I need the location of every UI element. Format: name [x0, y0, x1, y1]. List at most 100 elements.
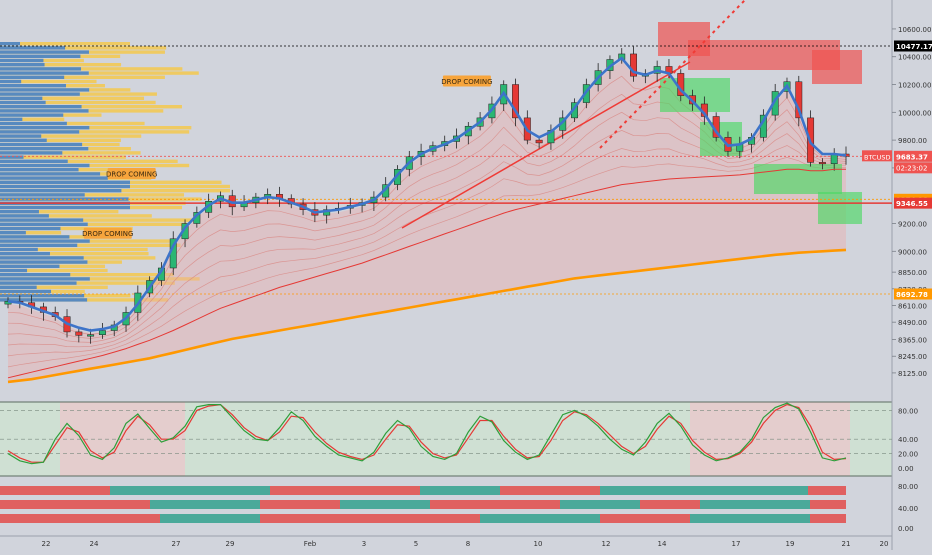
volume-profile-bar [0, 54, 81, 58]
candle-body [75, 331, 83, 336]
volume-profile-bar [0, 138, 47, 142]
signal-strip [700, 500, 810, 509]
volume-profile-bar [0, 268, 108, 273]
signal-strip [0, 500, 150, 509]
volume-profile-bar [0, 226, 61, 231]
signal-strip [600, 514, 690, 523]
y-tick-label: 8490.00 [898, 319, 927, 327]
volume-profile-bar [0, 214, 49, 218]
y-tick-label: 10400.00 [898, 54, 931, 62]
volume-profile-bar [0, 184, 130, 189]
signal-strip [260, 514, 360, 523]
signal-strip [700, 486, 780, 495]
volume-profile-bar [0, 105, 82, 109]
signal-strip [808, 486, 846, 495]
volume-profile-bar [0, 151, 63, 155]
volume-profile-bar [0, 285, 108, 289]
x-tick-label: 12 [602, 540, 611, 548]
annotation-label-bg [442, 75, 491, 87]
volume-profile-bar [0, 117, 65, 121]
candle-body [795, 81, 803, 119]
volume-profile-bar [0, 109, 89, 113]
candle-body [630, 53, 637, 77]
volume-profile-bar [0, 218, 194, 222]
ribbon-line [7, 157, 847, 368]
bars-tick-label: 80.00 [898, 483, 918, 491]
volume-profile-bar [0, 189, 122, 193]
volume-profile-bar [0, 264, 60, 268]
volume-profile-bar [0, 252, 149, 256]
ma-line-ema [7, 56, 847, 332]
stoch-tick-label: 40.00 [898, 436, 918, 444]
volume-profile-bar [0, 268, 28, 273]
stoch-tick-label: 80.00 [898, 407, 918, 415]
signal-strip [330, 486, 420, 495]
candle-body [818, 162, 826, 165]
x-tick-label: 29 [226, 540, 235, 548]
ma-ribbon [8, 60, 846, 382]
volume-profile-bar [0, 121, 145, 126]
x-tick-label: 27 [172, 540, 181, 548]
y-tick-label: 8365.00 [898, 337, 927, 345]
volume-profile-bar [0, 155, 24, 159]
signal-strip [560, 500, 640, 509]
volume-profile-bar [0, 247, 148, 252]
volume-profile-bar [0, 67, 183, 71]
symbol-tag [862, 150, 892, 162]
x-tick-label: 10 [534, 540, 543, 548]
y-tick-label: 8610.00 [898, 303, 927, 311]
volume-profile-bar [0, 205, 130, 210]
volume-profile-bar [0, 243, 78, 247]
volume-profile-bar [0, 96, 145, 100]
volume-profile-bar [0, 113, 64, 117]
volume-profile-bar [0, 298, 88, 302]
y-tick-label: 10600.00 [898, 26, 931, 34]
price-level-tag-text: 9683.37 [896, 153, 928, 161]
volume-profile-bar [0, 126, 192, 130]
volume-profile-bar [0, 84, 66, 88]
volume-profile-bar [0, 231, 26, 235]
x-tick-label: 3 [362, 540, 366, 548]
volume-profile-bar [0, 168, 79, 172]
volume-profile-bar [0, 96, 43, 100]
volume-profile-bar [0, 273, 71, 277]
stoch-tick-label: 20.00 [898, 451, 918, 459]
volume-profile-bar [0, 277, 90, 281]
signal-strip [160, 514, 260, 523]
volume-profile-bar [0, 67, 82, 71]
volume-profile-bar [0, 243, 181, 247]
signal-strip [690, 514, 810, 523]
volume-profile-bar [0, 46, 66, 50]
resistance-zone [812, 50, 862, 84]
y-tick-label: 8125.00 [898, 370, 927, 378]
price-level-tag [894, 197, 932, 209]
volume-profile-bar [0, 176, 108, 180]
volume-profile-bar [0, 256, 84, 260]
volume-profile-bar [0, 71, 89, 75]
symbol-tag-text: BTCUSD [864, 153, 890, 161]
volume-profile-bar [0, 289, 52, 294]
signal-strip [780, 486, 808, 495]
volume-profile-bar [0, 193, 185, 197]
volume-profile-bar [0, 294, 85, 298]
volume-profile-bar [0, 273, 174, 277]
volume-profile-bar [0, 138, 121, 142]
volume-profile-bar [0, 126, 90, 130]
volume-profile-bar [0, 222, 88, 226]
volume-profile-bar [0, 285, 37, 289]
volume-profile-bar [0, 193, 85, 197]
volume-profile-bar [0, 159, 178, 163]
volume-profile-bar [0, 100, 156, 105]
volume-profile-bar [0, 180, 130, 184]
candle-body [87, 334, 95, 337]
volume-profile-bar [0, 105, 182, 109]
volume-profile-bar [0, 218, 84, 222]
annotation-label-bg [107, 167, 156, 179]
signal-strip [360, 514, 480, 523]
support-zone [818, 192, 862, 224]
y-tick-label: 9800.00 [898, 137, 927, 145]
x-tick-label: 20 [880, 540, 889, 548]
ma-line-ma200 [7, 248, 847, 384]
